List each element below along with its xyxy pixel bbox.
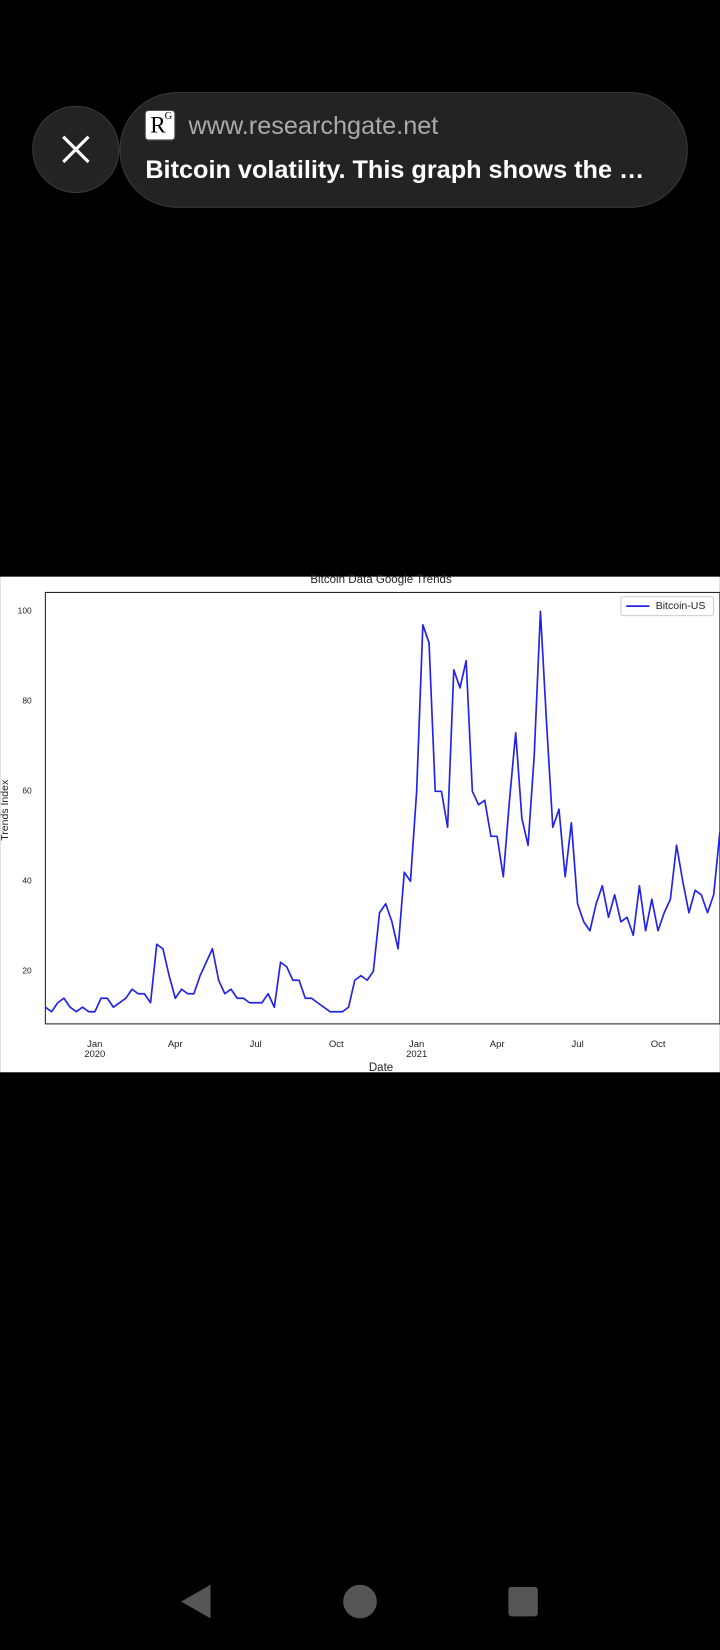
x-tick-label: Apr bbox=[489, 1039, 505, 1050]
logo-letter: R bbox=[150, 113, 166, 139]
close-icon bbox=[62, 135, 90, 164]
source-url: www.researchgate.net bbox=[187, 112, 438, 140]
x-tick-label: Jul bbox=[571, 1039, 584, 1050]
site-logo bbox=[144, 109, 176, 141]
legend-label: Bitcoin-US bbox=[656, 600, 706, 612]
x-tick-label: Apr bbox=[167, 1039, 183, 1050]
source-title: Bitcoin volatility. This graph shows the… bbox=[145, 156, 644, 184]
y-tick-label: 100 bbox=[18, 606, 32, 616]
logo-sup: G bbox=[165, 111, 173, 122]
y-tick-label: 80 bbox=[22, 696, 32, 706]
x-tick-label: Oct bbox=[650, 1039, 666, 1050]
x-tick-label: Jan 2020 bbox=[84, 1039, 106, 1060]
x-tick-label: Jul bbox=[249, 1039, 262, 1050]
x-axis-label: Date bbox=[369, 1062, 393, 1074]
y-tick-label: 40 bbox=[22, 875, 32, 885]
legend-box bbox=[620, 596, 715, 617]
source-pill[interactable] bbox=[119, 92, 688, 208]
chart-title: Bitcoin Data Google Trends bbox=[310, 574, 452, 586]
nav-home[interactable] bbox=[343, 1584, 377, 1619]
nav-back[interactable] bbox=[181, 1584, 211, 1619]
x-tick-label: Jan 2021 bbox=[406, 1039, 428, 1060]
nav-recents[interactable] bbox=[508, 1586, 538, 1617]
data-line bbox=[44, 610, 720, 1013]
y-tick-label: 60 bbox=[22, 786, 32, 796]
y-tick-label: 20 bbox=[22, 965, 32, 975]
chart-image bbox=[0, 576, 720, 1073]
y-axis-label: Trends Index bbox=[0, 779, 11, 841]
x-tick-label: Oct bbox=[328, 1039, 344, 1050]
